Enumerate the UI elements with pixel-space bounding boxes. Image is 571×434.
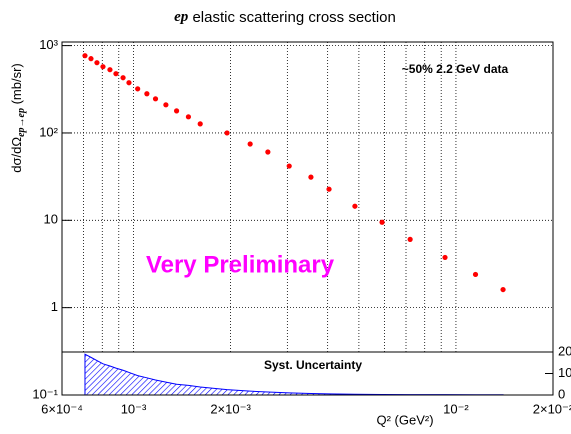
data-point [82,53,88,59]
x-tick-label: 2×10⁻³ [210,401,251,416]
data-point [120,75,126,81]
y2-tick-label: 20 [558,343,571,358]
data-point [379,219,385,225]
y-tick-label: 10² [39,124,58,139]
y-tick-label: 10 [44,212,58,227]
lower-pad: 0 10 20 Syst. Uncertainty [61,343,571,401]
y2-tick-label: 10 [558,365,571,380]
y-tick-label: 1 [51,299,58,314]
title-text: elastic scattering cross section [192,9,395,26]
data-point [308,174,314,180]
data-point [352,203,358,209]
data-point [197,121,203,127]
annotation: ~50% 2.2 GeV data [402,62,509,76]
lower-frame [61,351,554,396]
y-label-sub: ep→ep [16,108,27,137]
y-tick-label: 10⁻¹ [32,386,58,401]
data-point [407,236,413,242]
data-point [326,186,332,192]
data-point [286,163,292,169]
y-axis-label: dσ/dΩep→ep (mb/sr) [9,63,27,173]
data-point [113,71,119,77]
data-point [224,130,230,136]
y2-tick-label: 0 [558,386,565,401]
data-point [185,114,192,120]
chart-title: ep elastic scattering cross section [174,9,396,26]
data-point [247,141,253,147]
x-tick-label: 10⁻² [443,401,469,416]
x-tick-label: 10⁻³ [121,401,147,416]
y-label-main: dσ/dΩ [9,137,24,173]
x-tick-label: 2×10⁻² [533,401,571,416]
annotation: Very Preliminary [146,251,335,278]
x-axis-label: Q² (GeV²) [376,412,433,427]
data-point [100,64,106,70]
data-point [163,102,169,108]
data-point [500,286,506,293]
data-point [265,149,271,155]
data-point [94,60,100,66]
data-point [173,108,180,114]
y-label-unit: (mb/sr) [9,63,24,104]
data-point [152,96,159,102]
data-point [88,56,94,62]
data-point [135,86,141,92]
data-point [107,67,113,73]
data-point [126,80,132,86]
y-tick-label: 10³ [39,37,58,52]
annotation: Syst. Uncertainty [264,358,362,372]
plot-area [62,42,553,395]
title-emph: ep [174,9,189,25]
x-tick-label: 6×10⁻⁴ [41,401,83,416]
data-point [442,254,448,261]
data-point [472,271,479,278]
upper-pad: 10⁻¹ 1 10 10² 10³ 6×10⁻⁴ 10⁻³ 2×10⁻³ 10⁻² 2×10⁻² [32,37,571,416]
data-point [144,91,150,97]
